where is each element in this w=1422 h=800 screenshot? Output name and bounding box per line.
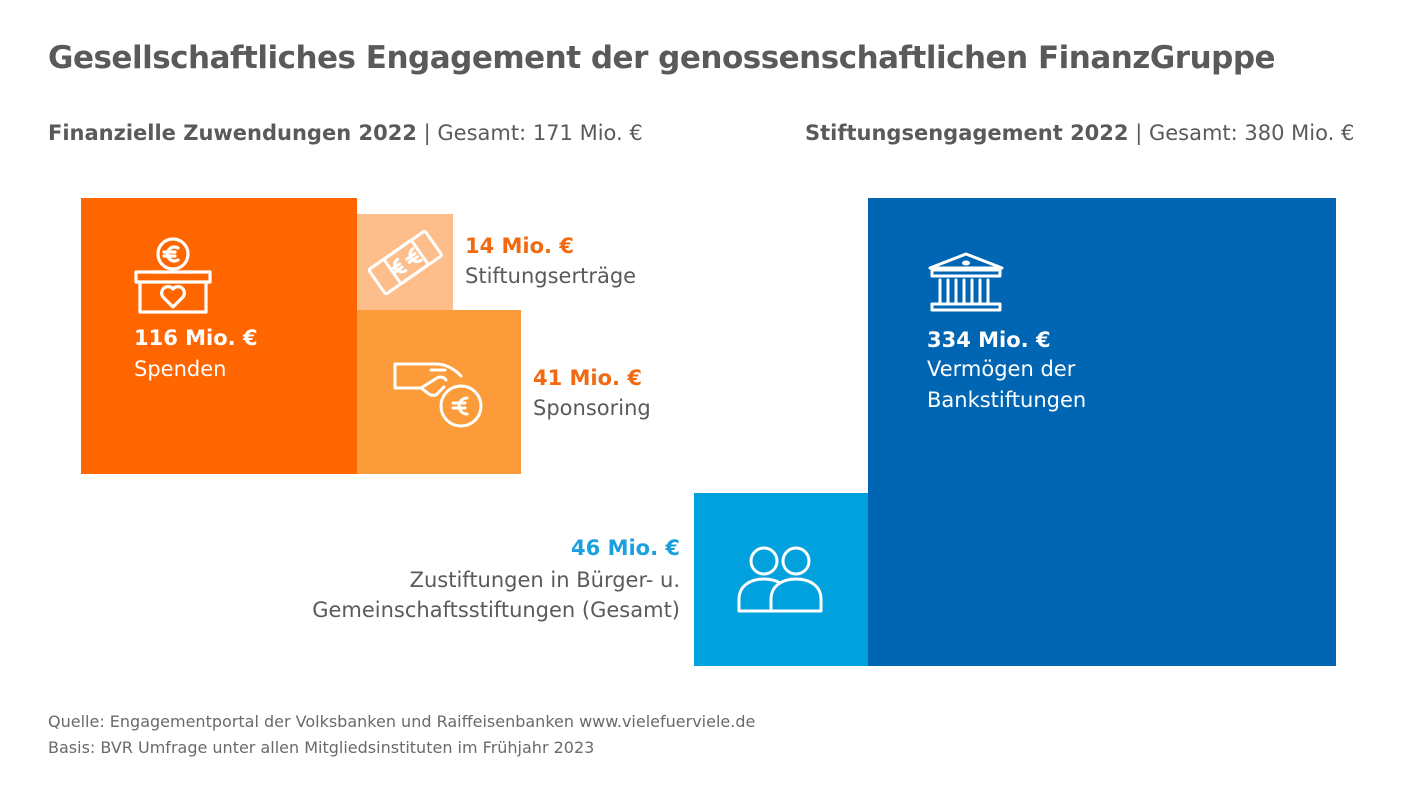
category-label-bankstiftungen-line1: Vermögen der [927,357,1076,381]
left-chart-subtitle: Finanzielle Zuwendungen 2022 | Gesamt: 1… [48,121,643,145]
value-label-zustiftungen: 46 Mio. € [571,536,680,560]
tile-stiftungsertraege [357,214,453,310]
footer-source: Quelle: Engagementportal der Volksbanken… [48,712,756,731]
category-label-bankstiftungen-line2: Bankstiftungen [927,388,1087,412]
tile-bankstiftungen: 334 Mio. € Vermögen der Bankstiftungen [868,198,1336,666]
category-label-stiftungsertraege: Stiftungserträge [465,264,637,288]
value-label-stiftungsertraege: 14 Mio. € [465,234,574,258]
tile-sponsoring [357,310,521,474]
footer-basis: Basis: BVR Umfrage unter allen Mitglieds… [48,738,595,757]
value-label-bankstiftungen: 334 Mio. € [927,328,1051,352]
tile-spenden: 116 Mio. € Spenden [81,198,357,474]
banknotes-euro-icon [363,222,449,304]
chart-title: Gesellschaftliches Engagement der genoss… [48,40,1276,76]
right-chart-total: Gesamt: 380 Mio. € [1148,121,1355,145]
category-label-zustiftungen-line1: Zustiftungen in Bürger- u. [409,568,680,592]
category-label-sponsoring: Sponsoring [533,396,651,420]
bank-building-icon [926,252,1006,314]
right-chart-subtitle: Stiftungsengagement 2022 | Gesamt: 380 M… [805,121,1354,145]
value-label-spenden: 116 Mio. € [134,326,258,350]
people-group-icon [736,545,828,615]
left-chart-total: Gesamt: 171 Mio. € [437,121,643,145]
tile-zustiftungen [694,493,868,666]
category-label-spenden: Spenden [134,357,227,381]
hand-coin-euro-icon [391,356,487,432]
subtitle-separator: | [1135,121,1143,145]
category-label-zustiftungen-line2: Gemeinschaftsstiftungen (Gesamt) [312,598,680,622]
subtitle-separator: | [423,121,431,145]
donation-box-heart-icon [133,234,213,316]
value-label-sponsoring: 41 Mio. € [533,366,642,390]
left-chart-title: Finanzielle Zuwendungen 2022 [48,121,417,145]
right-chart-title: Stiftungsengagement 2022 [805,121,1129,145]
